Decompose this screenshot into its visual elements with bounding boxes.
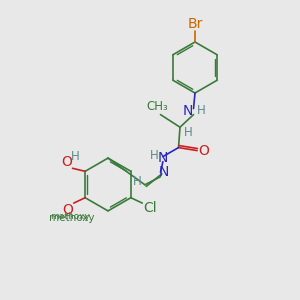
Text: O: O [198,144,209,158]
Text: O: O [62,155,73,169]
Text: methoxy: methoxy [50,212,89,221]
Text: H: H [71,150,80,164]
Text: O: O [62,203,73,217]
Text: H: H [133,175,142,188]
Text: CH₃: CH₃ [146,100,168,113]
Text: methoxy: methoxy [49,213,94,223]
Text: N: N [158,151,168,165]
Text: N: N [159,165,169,179]
Text: H: H [150,149,159,163]
Text: H: H [184,126,193,139]
Text: Br: Br [187,17,203,31]
Text: H: H [196,103,206,117]
Text: N: N [183,104,193,118]
Text: Cl: Cl [144,201,157,215]
